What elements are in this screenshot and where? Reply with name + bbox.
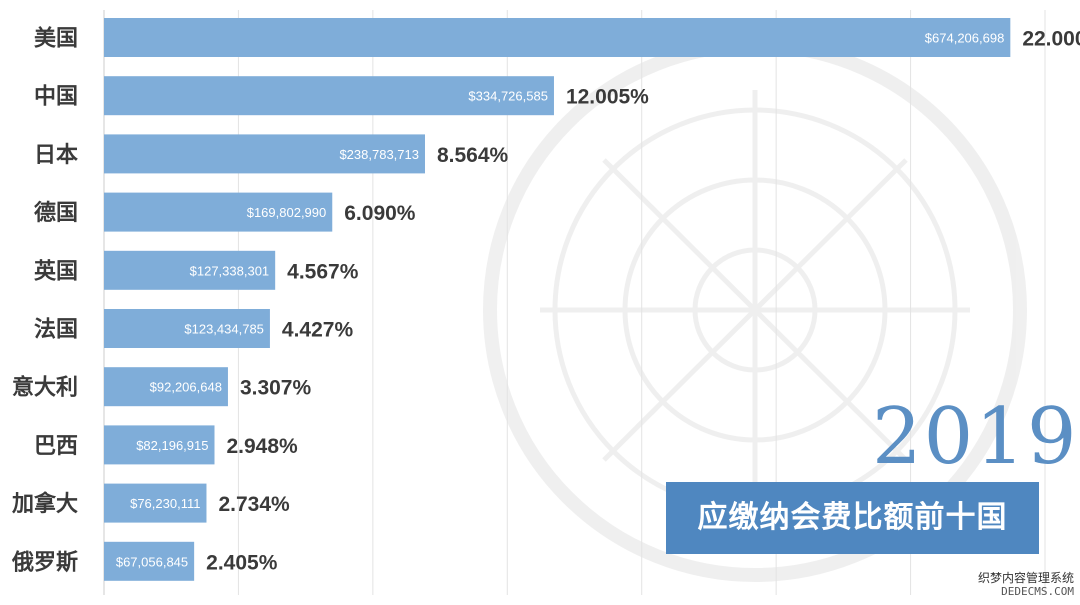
bar: [104, 76, 554, 116]
category-label: 英国: [34, 259, 78, 284]
percent-label: 2.948%: [226, 435, 298, 458]
category-label: 中国: [34, 85, 78, 110]
value-label: $127,338,301: [190, 263, 270, 278]
percent-label: 4.427%: [282, 319, 354, 342]
bar: [104, 309, 270, 348]
bar: [104, 483, 207, 523]
subtitle-banner: 应缴纳会费比额前十国: [666, 482, 1039, 554]
category-label: 加拿大: [11, 491, 78, 517]
percent-label: 8.564%: [437, 144, 509, 167]
bar: [104, 18, 1011, 57]
bar: [104, 425, 215, 465]
bar: [104, 192, 333, 232]
bars: [104, 18, 1011, 581]
percent-label: 22.000%: [1022, 28, 1080, 51]
percent-label: 4.567%: [287, 260, 359, 283]
percent-label: 3.307%: [240, 377, 312, 400]
value-label: $334,726,585: [468, 89, 548, 104]
percent-label: 2.405%: [206, 551, 278, 574]
value-label: $76,230,111: [130, 496, 200, 511]
value-label: $674,206,698: [925, 31, 1005, 46]
value-label: $67,056,845: [116, 554, 188, 569]
bar: [104, 134, 425, 174]
category-label: 意大利: [12, 375, 78, 401]
value-label: $169,802,990: [247, 205, 327, 220]
category-label: 德国: [34, 200, 78, 226]
watermark-line-2: DEDECMS.COM: [1001, 585, 1074, 598]
percent-label: 12.005%: [566, 86, 649, 109]
labels: 美国 $674,206,698 22.000% 中国 $334,726,585 12.00…: [11, 26, 1080, 576]
category-label: 美国: [34, 26, 78, 52]
bar: [104, 541, 195, 581]
value-label: $82,196,915: [136, 438, 208, 453]
year-label: 2019: [872, 392, 1079, 482]
percent-label: 2.734%: [218, 493, 290, 516]
bar: [104, 367, 228, 407]
value-label: $92,206,648: [150, 380, 222, 395]
value-label: $238,783,713: [339, 147, 419, 162]
category-label: 巴西: [34, 434, 78, 459]
percent-label: 6.090%: [344, 202, 416, 225]
category-label: 法国: [34, 318, 78, 343]
site-watermark: 织梦内容管理系统 DEDECMS.COM: [978, 571, 1074, 599]
value-label: $123,434,785: [184, 322, 264, 337]
category-label: 俄罗斯: [11, 549, 78, 575]
category-label: 日本: [34, 143, 78, 168]
bar: [104, 250, 276, 290]
watermark-line-1: 织梦内容管理系统: [977, 571, 1074, 585]
